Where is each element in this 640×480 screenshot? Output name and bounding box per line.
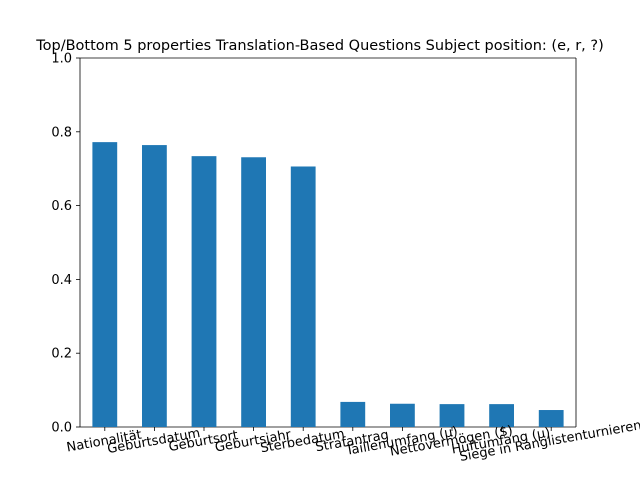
y-tick-label: 0.0 [51,421,72,436]
bar [489,404,514,427]
y-axis: 0.0 0.2 0.4 0.6 0.8 1.0 [51,52,80,436]
bar [538,410,564,427]
bar [92,142,118,427]
y-tick-label: 0.2 [51,347,72,362]
bar [290,166,316,428]
bar [439,404,465,427]
bar [340,401,366,427]
y-tick-label: 1.0 [51,52,72,67]
bar [390,403,415,427]
y-tick-label: 0.6 [51,199,72,214]
bar [241,157,266,427]
y-tick-label: 0.8 [51,125,72,140]
y-tick-label: 0.4 [51,273,72,288]
bar [142,145,167,427]
bar [191,156,217,427]
chart-title: Top/Bottom 5 properties Translation-Base… [35,38,604,54]
bars [92,142,564,428]
